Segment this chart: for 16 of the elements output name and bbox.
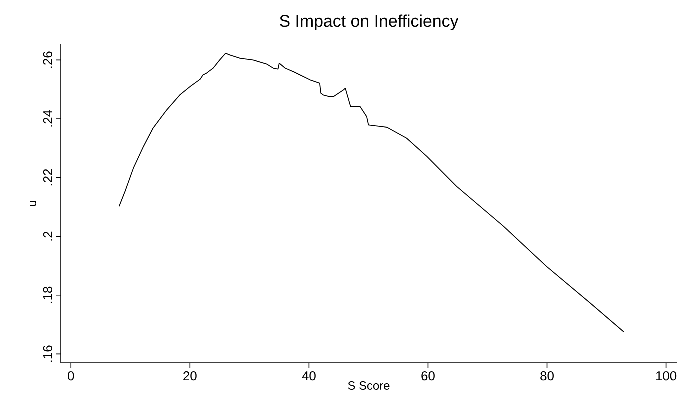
y-tick-label: .22 [43, 169, 52, 186]
y-tick-label: .24 [43, 110, 52, 127]
y-axis-title: u [30, 200, 36, 206]
x-tick-label: 80 [540, 372, 554, 381]
y-tick-label: .16 [43, 346, 52, 362]
y-tick-label: .26 [43, 52, 52, 68]
x-tick-label: 20 [184, 372, 197, 381]
y-tick-label: .18 [43, 286, 52, 304]
y-tick-label: .2 [43, 232, 52, 241]
x-axis-title: S Score [348, 382, 390, 390]
x-tick-label: 100 [656, 372, 677, 381]
x-tick-label: 60 [422, 372, 435, 381]
x-tick-label: 0 [68, 372, 74, 381]
chart-title: S Impact on Inefficiency [280, 14, 459, 30]
line-series [118, 52, 624, 333]
x-tick-label: 40 [302, 372, 316, 381]
